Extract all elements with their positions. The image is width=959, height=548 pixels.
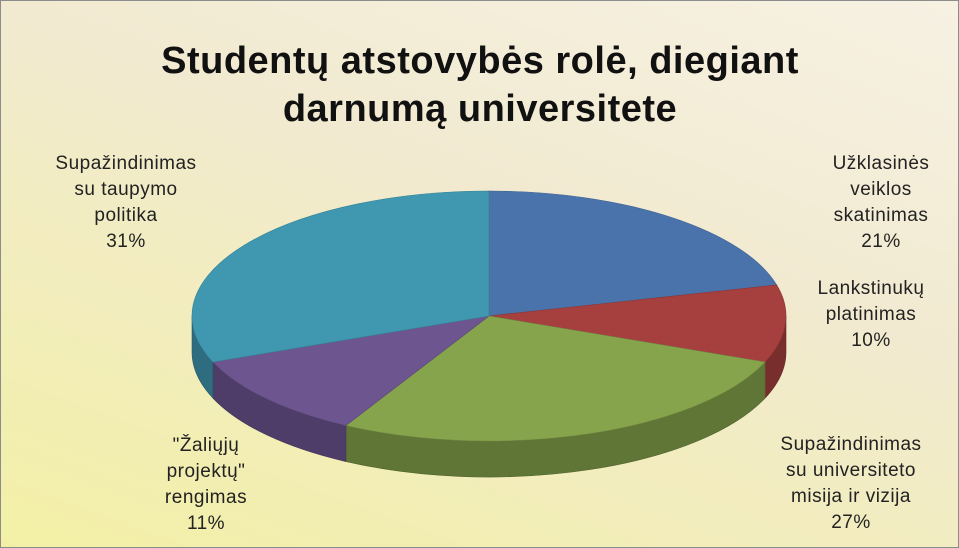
slice [488,284,787,363]
data-label: Supažindinimas su taupymo politika 31% [46,151,206,255]
category-label: Lankstinukų platinimas [817,278,925,325]
category-label: Užklasinės veiklos skatinimas [832,153,930,226]
value-label: 31% [106,231,146,252]
data-label: Lankstinukų platinimas 10% [806,276,936,354]
slice [488,190,778,317]
value-label: 10% [851,330,891,351]
chart-title: Studentų atstovybės rolė, diegiant darnu… [161,40,799,130]
slice [212,315,490,426]
category-label: "Žaliųjų projektų" rengimas [164,435,248,508]
value-label: 27% [831,512,871,533]
value-label: 21% [861,231,901,252]
category-label: Supažindinimas su universiteto misija ir… [780,434,922,507]
data-label: Užklasinės veiklos skatinimas 21% [816,151,946,255]
slice [191,190,490,363]
value-label: 11% [186,513,226,534]
data-label: "Žaliųjų projektų" rengimas 11% [151,433,261,537]
category-label: Supažindinimas su taupymo politika [55,153,197,226]
slice [345,315,766,442]
data-label: Supažindinimas su universiteto misija ir… [771,432,931,536]
